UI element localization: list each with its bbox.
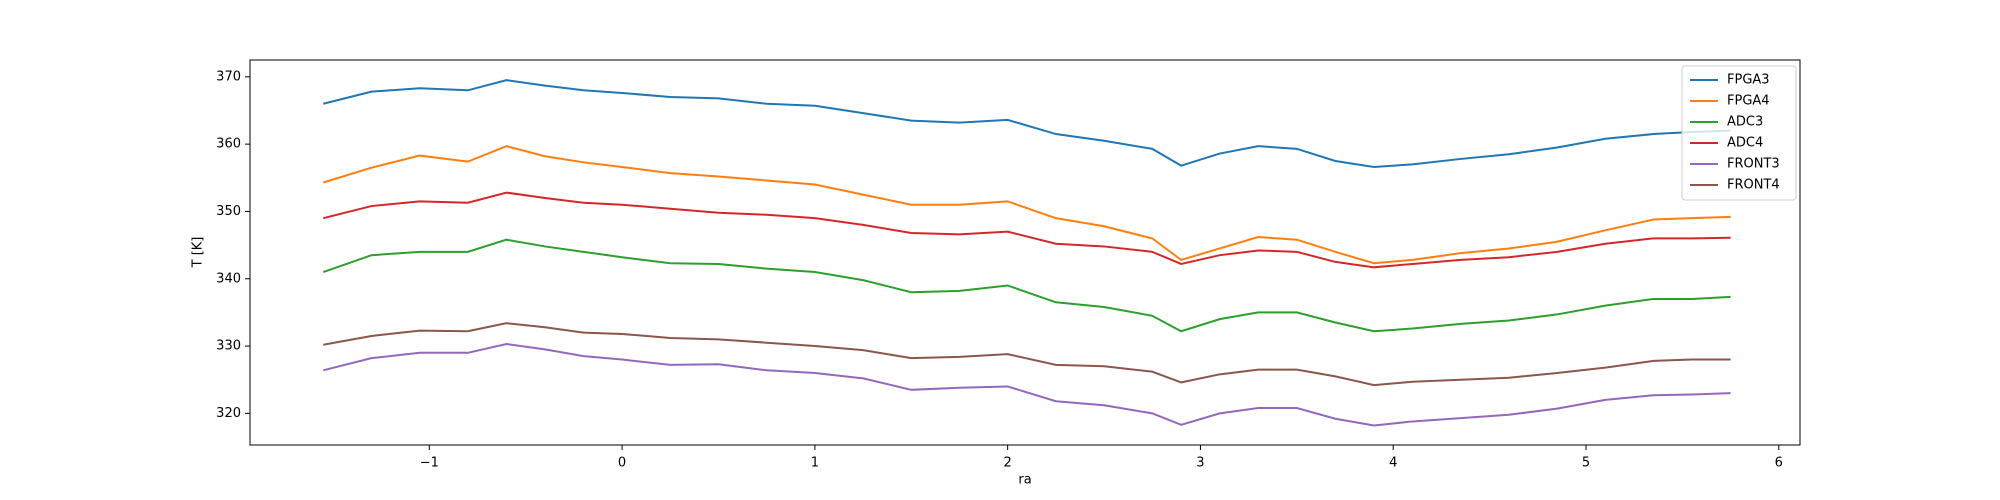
x-tick-label: 6 [1775, 456, 1783, 471]
legend-label: FPGA3 [1727, 73, 1770, 88]
y-tick-label: 370 [216, 69, 241, 84]
series-line [323, 79, 1731, 169]
y-tick-label: 320 [216, 406, 241, 421]
y-tick-label: 350 [216, 204, 241, 219]
series-line [323, 191, 1731, 269]
y-axis-label: T [K] [191, 237, 206, 269]
x-tick-label: 3 [1196, 456, 1204, 471]
x-tick-label: 2 [1004, 456, 1012, 471]
series-line [322, 145, 1731, 265]
legend-label: ADC3 [1727, 115, 1763, 130]
y-tick-label: 330 [216, 339, 241, 354]
x-axis-label: ra [1018, 473, 1031, 488]
x-tick-label: 1 [811, 456, 819, 471]
y-tick-label: 360 [216, 137, 241, 152]
y-tick-label: 340 [216, 271, 241, 286]
series-line [323, 322, 1731, 387]
legend-label: FRONT3 [1727, 157, 1780, 172]
legend-label: FRONT4 [1727, 178, 1780, 193]
x-tick-label: 5 [1582, 456, 1590, 471]
legend-box [1681, 65, 1797, 201]
x-tick-label: 4 [1389, 456, 1397, 471]
plot-frame [249, 59, 1801, 446]
x-tick-label: 0 [618, 456, 626, 471]
legend-label: FPGA4 [1727, 94, 1770, 109]
series-line [323, 343, 1731, 427]
series-line [322, 238, 1731, 333]
legend-label: ADC4 [1727, 136, 1763, 151]
x-tick-label: −1 [420, 456, 439, 471]
